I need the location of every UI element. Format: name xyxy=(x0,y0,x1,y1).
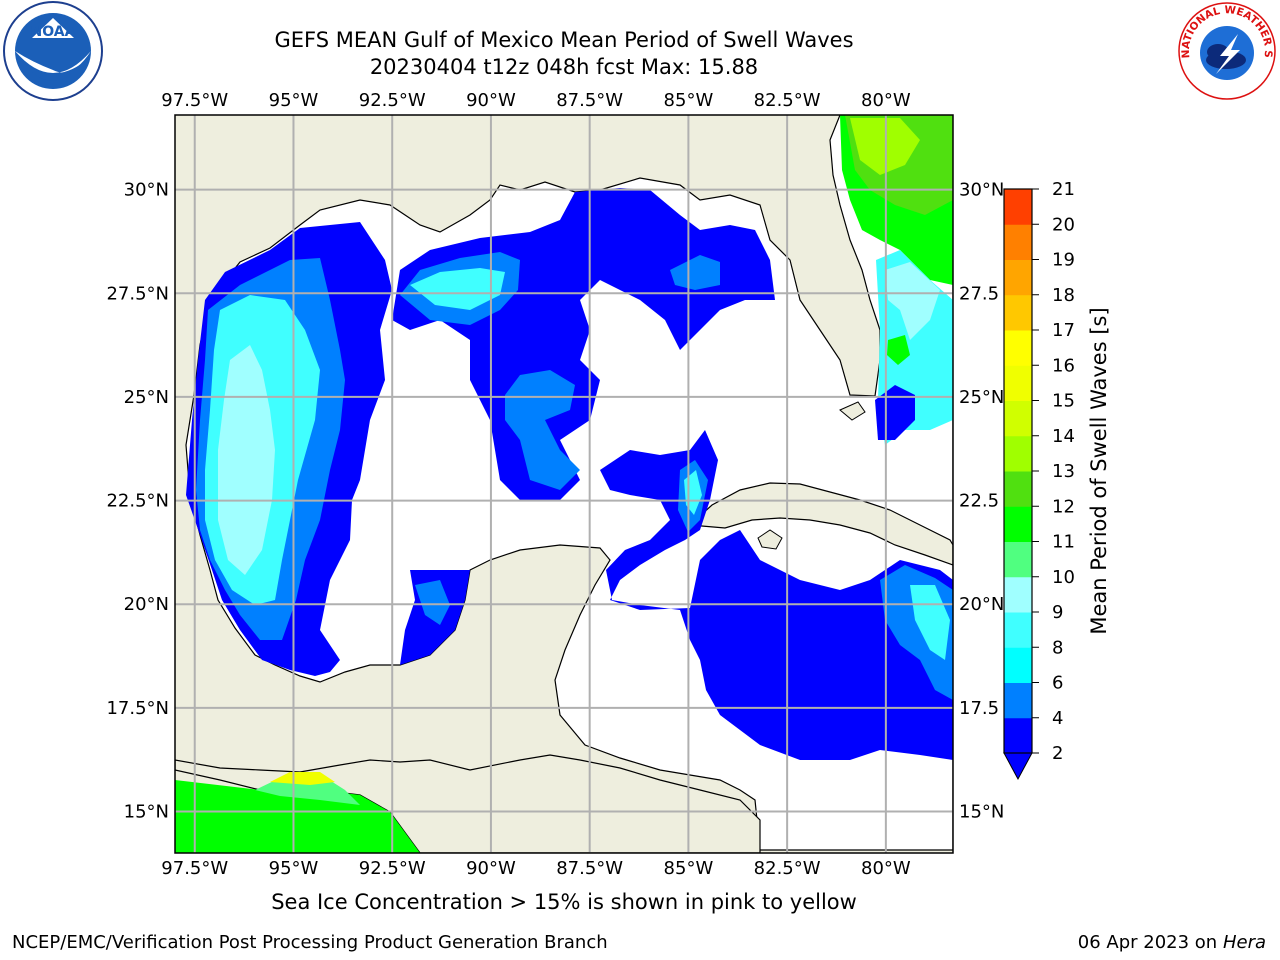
colorbar-extend-arrow xyxy=(1003,752,1033,781)
colorbar-tick-label: 15 xyxy=(1052,391,1075,412)
colorbar-tick-label: 8 xyxy=(1052,637,1063,658)
lon-label-bottom: 90°W xyxy=(466,858,516,879)
colorbar-segment xyxy=(1004,330,1032,366)
colorbar-segment xyxy=(1004,224,1032,260)
colorbar-segment xyxy=(1004,435,1032,472)
lat-label-right: 15°N xyxy=(959,802,1004,823)
swell-pacific-yellow xyxy=(270,772,335,785)
lat-label-right: 17.5 xyxy=(959,698,999,719)
grid-lines xyxy=(175,115,953,853)
lat-label-left: 17.5°N xyxy=(106,698,169,719)
colorbar-tick-label: 11 xyxy=(1052,532,1075,553)
colorbar-tick-label: 19 xyxy=(1052,250,1075,271)
lon-label-top: 87.5°W xyxy=(556,90,623,111)
swell-field xyxy=(175,115,953,853)
lat-label-right: 25°N xyxy=(959,387,1004,408)
lon-label-top: 80°W xyxy=(861,90,911,111)
lat-label-right: 27.5 xyxy=(959,283,999,304)
colorbar-segment xyxy=(1004,400,1032,437)
lon-labels-top: 97.5°W 95°W 92.5°W 90°W 87.5°W 85°W 82.5°W 80°W xyxy=(161,90,911,111)
colorbar-segment xyxy=(1004,717,1032,754)
colorbar-tick-label: 14 xyxy=(1052,426,1075,447)
map-area xyxy=(175,115,953,853)
colorbar-segment xyxy=(1004,471,1032,507)
colorbar-segment xyxy=(1004,682,1032,719)
lon-label-bottom: 87.5°W xyxy=(556,858,623,879)
sea-ice-note: Sea Ice Concentration > 15% is shown in … xyxy=(271,890,857,914)
lon-label-bottom: 97.5°W xyxy=(161,858,228,879)
lat-labels-right: 30°N 27.5 25°N 22.5 20°N 17.5 15°N xyxy=(959,180,1004,823)
lat-label-left: 27.5°N xyxy=(106,283,169,304)
lon-label-bottom: 85°W xyxy=(664,858,714,879)
map-frame xyxy=(174,114,954,854)
lat-label-left: 20°N xyxy=(124,594,169,615)
lon-labels-bottom: 97.5°W 95°W 92.5°W 90°W 87.5°W 85°W 82.5°W 80°W xyxy=(161,858,911,879)
colorbar-tick-label: 9 xyxy=(1052,602,1063,623)
colorbar-segment xyxy=(1004,506,1032,542)
lat-label-right: 30°N xyxy=(959,180,1004,201)
lon-label-top: 90°W xyxy=(466,90,516,111)
lon-label-top: 92.5°W xyxy=(359,90,426,111)
swell-atlantic-lightcyan xyxy=(885,262,940,340)
colorbar-tick-label: 21 xyxy=(1052,179,1075,200)
footer-credit: NCEP/EMC/Verification Post Processing Pr… xyxy=(12,932,608,953)
cuba-island xyxy=(688,482,953,566)
nws-logo: NATIONAL WEATHER SERVICE xyxy=(1176,0,1276,100)
colorbar-tick-label: 16 xyxy=(1052,355,1075,376)
title-line-2: 20230404 t12z 048h fcst Max: 15.88 xyxy=(369,55,759,79)
colorbar-segment xyxy=(1004,647,1032,683)
colorbar: 2 4 6 8 9 10 11 12 13 14 15 16 17 18 19 20 21 xyxy=(1003,179,1075,781)
lon-label-bottom: 80°W xyxy=(861,858,911,879)
isle-of-youth xyxy=(757,529,783,550)
colorbar-segment xyxy=(1004,541,1032,578)
lat-labels-left: 30°N 27.5°N 25°N 22.5°N 20°N 17.5°N 15°N xyxy=(106,180,169,823)
colorbar-segment xyxy=(1004,365,1032,401)
swell-atlantic-green-spot xyxy=(887,335,910,365)
colorbar-tick-label: 13 xyxy=(1052,461,1075,482)
lat-label-left: 22.5°N xyxy=(106,491,169,512)
lon-label-top: 97.5°W xyxy=(161,90,228,111)
colorbar-tick-label: 18 xyxy=(1052,285,1075,306)
swell-4-6s-campeche xyxy=(415,580,450,625)
lat-label-left: 25°N xyxy=(124,387,169,408)
lon-label-top: 82.5°W xyxy=(754,90,821,111)
colorbar-tick-label: 4 xyxy=(1052,708,1063,729)
lon-label-bottom: 92.5°W xyxy=(359,858,426,879)
colorbar-segment xyxy=(1004,612,1032,648)
colorbar-label: Mean Period of Swell Waves [s] xyxy=(1087,307,1111,634)
colorbar-tick-label: 6 xyxy=(1052,673,1063,694)
colorbar-tick-label: 17 xyxy=(1052,320,1075,341)
footer-date-text: 06 Apr 2023 on xyxy=(1077,932,1223,953)
lon-label-bottom: 95°W xyxy=(269,858,319,879)
footer-date: 06 Apr 2023 on Hera xyxy=(1078,932,1266,953)
title-line-1: GEFS MEAN Gulf of Mexico Mean Period of … xyxy=(274,28,854,52)
bahamas-island xyxy=(839,401,866,421)
footer-host: Hera xyxy=(1222,932,1266,953)
colorbar-tick-label: 20 xyxy=(1052,214,1075,235)
colorbar-segment xyxy=(1004,576,1032,613)
colorbar-tick-label: 2 xyxy=(1052,743,1063,764)
lat-label-left: 15°N xyxy=(124,802,169,823)
swell-8-9s-west xyxy=(218,345,275,575)
colorbar-tick-label: 12 xyxy=(1052,496,1075,517)
swell-4-6s-center xyxy=(505,370,580,490)
colorbar-segment xyxy=(1004,189,1032,225)
lat-label-right: 22.5 xyxy=(959,491,999,512)
lon-label-top: 95°W xyxy=(269,90,319,111)
colorbar-tick-label: 10 xyxy=(1052,567,1075,588)
swell-pacific-green xyxy=(175,780,420,853)
lat-label-right: 20°N xyxy=(959,594,1004,615)
lat-label-left: 30°N xyxy=(124,180,169,201)
swell-4-6s-northeast xyxy=(670,255,720,290)
lon-label-top: 85°W xyxy=(664,90,714,111)
colorbar-segment xyxy=(1004,294,1032,331)
colorbar-segment xyxy=(1004,259,1032,296)
noaa-logo-text: NOAA xyxy=(31,24,76,40)
noaa-logo: NOAA xyxy=(3,1,103,101)
swell-6-8s-central xyxy=(410,268,505,310)
lon-label-bottom: 82.5°W xyxy=(754,858,821,879)
